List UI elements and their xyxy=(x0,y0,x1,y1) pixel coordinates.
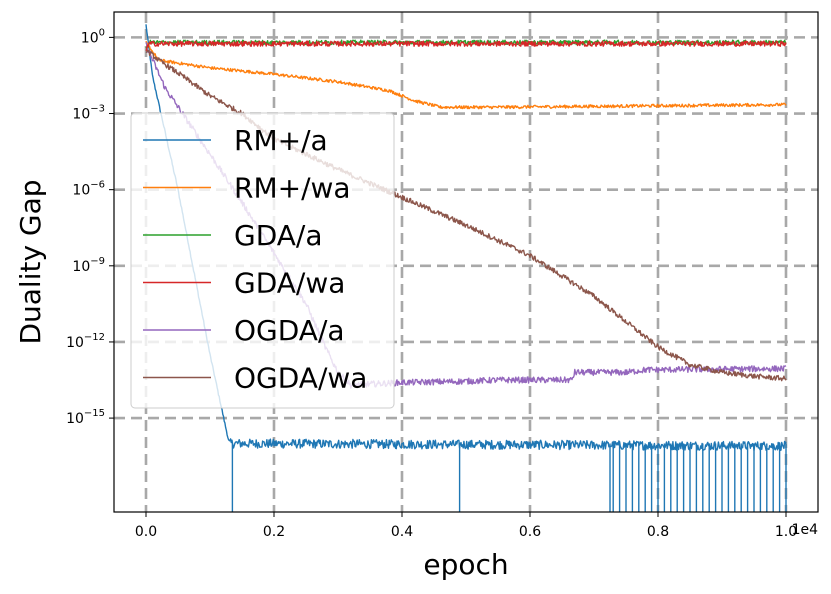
y-tick-label: 10−9 xyxy=(72,256,105,275)
series-line-rm-a xyxy=(145,24,787,452)
y-tick-label: 10−3 xyxy=(72,104,105,123)
x-tick-label: 0.4 xyxy=(391,524,413,540)
legend-label-ogda-a: OGDA/a xyxy=(234,314,345,347)
x-scale-note: 1e4 xyxy=(792,522,819,538)
y-tick-label: 100 xyxy=(81,27,105,46)
x-tick-label: 0.6 xyxy=(519,524,541,540)
x-tick-label: 0.2 xyxy=(263,524,285,540)
y-tick-label: 10−6 xyxy=(72,180,105,199)
x-axis: 0.0 0.2 0.4 0.6 0.8 1.0 xyxy=(135,512,797,540)
series-line-gda-wa xyxy=(145,40,787,52)
x-tick-label: 0.0 xyxy=(135,524,157,540)
y-axis-title: Duality Gap xyxy=(14,179,47,344)
x-tick-label: 1.0 xyxy=(775,524,797,540)
plot-frame xyxy=(113,11,819,513)
y-axis: 100 10−3 10−6 10−9 10−12 10−15 xyxy=(66,27,114,427)
y-tick-label: 10−15 xyxy=(66,408,105,427)
legend-label-ogda-wa: OGDA/wa xyxy=(234,362,367,395)
legend-label-gda-a: GDA/a xyxy=(234,219,323,252)
legend-label-rm-a: RM+/a xyxy=(234,124,328,157)
grid-lines xyxy=(114,12,818,512)
legend-label-gda-wa: GDA/wa xyxy=(234,267,345,300)
legend: RM+/a RM+/wa GDA/a GDA/wa OGDA/a OGDA/wa xyxy=(130,112,395,409)
x-axis-title: epoch xyxy=(423,548,508,581)
x-tick-label: 0.8 xyxy=(647,524,669,540)
y-tick-label: 10−12 xyxy=(66,332,105,351)
legend-label-rm-wa: RM+/wa xyxy=(234,172,351,205)
series-line-rm-wa xyxy=(145,40,787,110)
